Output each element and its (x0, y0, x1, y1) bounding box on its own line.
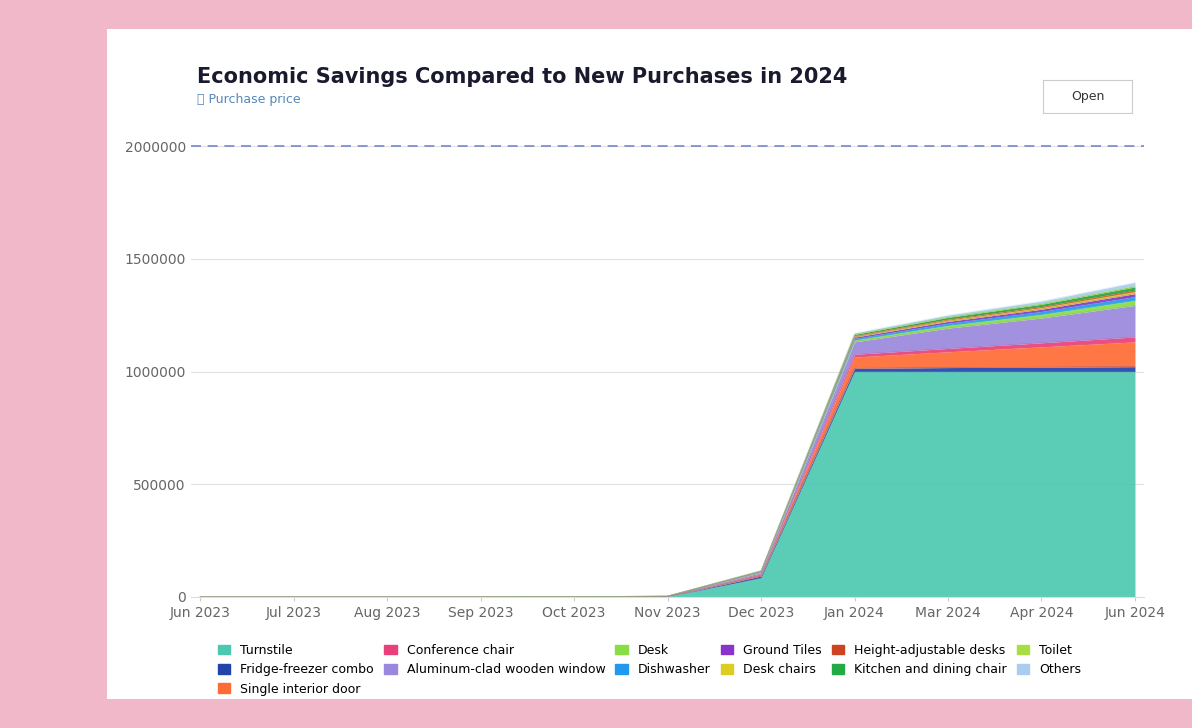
Legend: Turnstile, Fridge-freezer combo, Single interior door, Conference chair, Aluminu: Turnstile, Fridge-freezer combo, Single … (218, 644, 1081, 695)
Text: Open: Open (1072, 90, 1104, 103)
Text: Economic Savings Compared to New Purchases in 2024: Economic Savings Compared to New Purchas… (197, 68, 848, 87)
Text: 📊 Purchase price: 📊 Purchase price (197, 92, 300, 106)
